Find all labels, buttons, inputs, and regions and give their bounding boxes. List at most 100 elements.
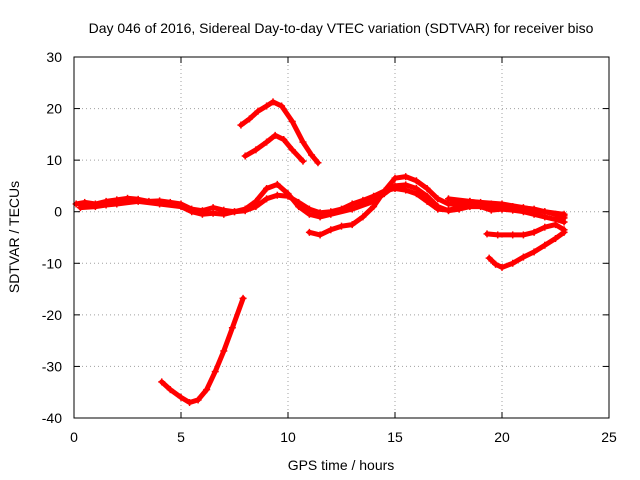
data-point: [305, 210, 313, 218]
series-late-flat: [484, 222, 567, 238]
series-upper-arc-low: [242, 132, 306, 164]
data-point: [509, 203, 517, 211]
data-point: [288, 117, 296, 125]
y-axis-label: SDTVAR / TECUs: [6, 181, 22, 293]
data-point: [269, 98, 277, 106]
x-tick-label: 25: [601, 429, 617, 445]
data-point: [530, 205, 538, 213]
data-point: [158, 378, 166, 386]
grid: [74, 57, 609, 418]
x-tick-label: 20: [494, 429, 510, 445]
data-point: [81, 198, 89, 206]
series-late-lower: [486, 229, 567, 270]
data-point: [338, 222, 345, 230]
data-point: [241, 152, 249, 160]
data-point: [494, 231, 502, 239]
series-deep-dip: [159, 295, 246, 405]
data-point: [485, 254, 493, 262]
data-point: [487, 206, 495, 214]
data-point: [380, 187, 388, 195]
x-axis-label: GPS time / hours: [288, 457, 395, 473]
data-point: [509, 259, 517, 267]
data-point: [370, 203, 378, 211]
y-tick-label: 20: [46, 101, 62, 117]
data-point: [228, 324, 236, 332]
data-point: [209, 209, 217, 217]
data-point: [91, 203, 99, 211]
data-point: [273, 191, 281, 199]
data-point: [278, 102, 286, 110]
data-point: [263, 185, 271, 193]
data-point: [445, 195, 452, 203]
data-point: [509, 231, 517, 239]
data-point: [359, 213, 367, 221]
x-tick-label: 0: [70, 429, 78, 445]
data-point: [177, 393, 185, 401]
data-point: [237, 121, 245, 129]
data-point: [498, 263, 506, 271]
data-point: [466, 197, 474, 205]
data-point: [348, 221, 356, 229]
data-point: [241, 205, 249, 213]
data-point: [552, 210, 559, 218]
data-point: [327, 226, 335, 234]
data-point: [280, 136, 288, 144]
data-point: [263, 102, 271, 110]
data-point: [434, 195, 442, 203]
data-point: [177, 203, 185, 211]
data-point: [245, 115, 253, 123]
data-point: [134, 197, 142, 205]
data-point: [295, 203, 303, 211]
data-point: [102, 201, 110, 209]
data-point: [402, 173, 410, 181]
data-point: [327, 210, 335, 218]
axis-ticks: 0 5 10 15 20 25 -40 -30 -20 -10 0 10 20 30: [42, 49, 617, 445]
data-point: [271, 131, 279, 139]
data-point: [299, 157, 307, 165]
data-point: [560, 214, 568, 222]
data-point: [530, 248, 538, 256]
data-point: [487, 200, 495, 208]
data-point: [231, 208, 238, 216]
data-point: [186, 399, 194, 407]
data-point: [445, 207, 452, 215]
data-point: [263, 195, 271, 203]
data-point: [560, 226, 568, 234]
data-point: [252, 146, 260, 154]
data-point: [76, 204, 84, 212]
data-point: [483, 230, 491, 238]
data-point: [203, 386, 211, 394]
data-point: [305, 228, 313, 236]
data-series: [72, 98, 568, 407]
data-point: [434, 203, 442, 211]
data-point: [252, 197, 260, 205]
data-point: [263, 138, 271, 146]
x-tick-label: 5: [177, 429, 185, 445]
data-point: [194, 396, 202, 404]
y-tick-label: 30: [46, 49, 62, 65]
y-tick-label: 0: [54, 204, 62, 220]
data-point: [348, 205, 356, 213]
data-point: [273, 180, 281, 188]
data-point: [299, 138, 307, 146]
plot-frame: [73, 56, 610, 419]
data-point: [519, 231, 527, 239]
y-tick-label: -30: [42, 358, 62, 374]
data-point: [492, 260, 500, 268]
data-point: [254, 107, 262, 115]
data-point: [198, 210, 206, 218]
data-point: [211, 368, 219, 376]
data-point: [530, 228, 538, 236]
data-point: [541, 241, 549, 249]
y-tick-label: -10: [42, 255, 62, 271]
data-point: [284, 190, 292, 198]
data-point: [113, 200, 121, 208]
data-point: [220, 210, 228, 218]
chart-title: Day 046 of 2016, Sidereal Day-to-day VTE…: [89, 20, 594, 36]
data-point: [288, 146, 296, 154]
data-point: [423, 192, 431, 200]
data-point: [541, 223, 549, 231]
y-tick-label: -20: [42, 307, 62, 323]
data-point: [314, 159, 322, 167]
